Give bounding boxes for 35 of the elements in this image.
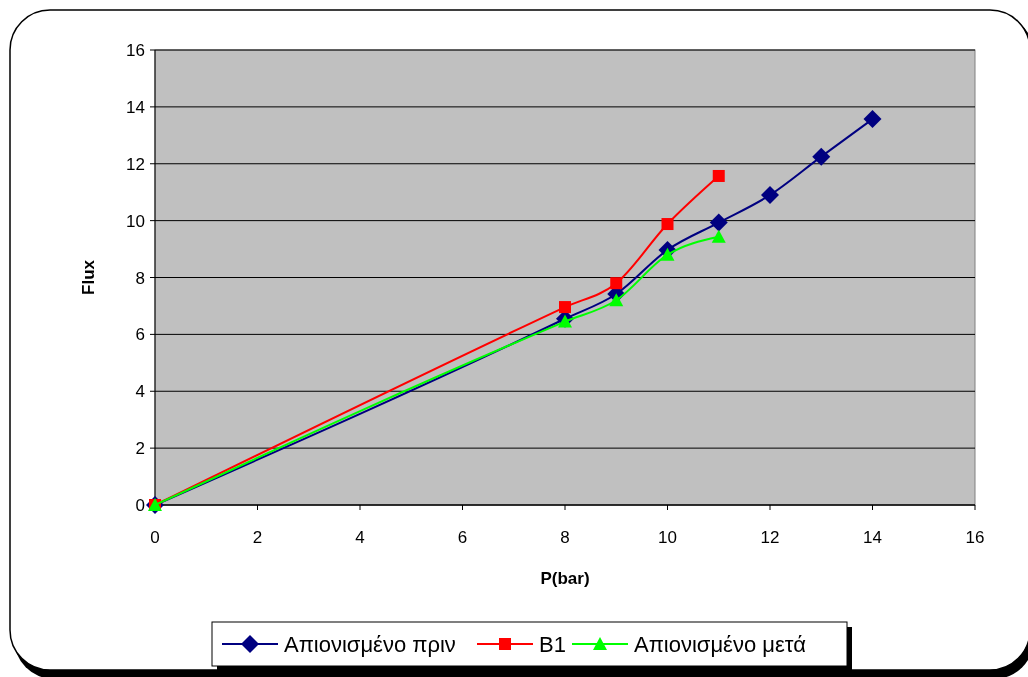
x-tick-label: 10 bbox=[658, 528, 677, 547]
x-tick-label: 4 bbox=[355, 528, 365, 547]
point bbox=[610, 277, 623, 290]
y-tick-label: 10 bbox=[126, 211, 145, 231]
x-axis-title: P(bar) bbox=[540, 569, 590, 588]
point bbox=[660, 247, 675, 261]
x-tick-label: 16 bbox=[965, 528, 985, 547]
point bbox=[812, 147, 831, 166]
y-tick-label: 6 bbox=[135, 325, 145, 345]
y-axis-title: Flux bbox=[79, 259, 98, 295]
point bbox=[709, 213, 728, 232]
point bbox=[661, 218, 674, 231]
y-tick-label: 14 bbox=[126, 97, 145, 117]
legend-label: Απιονισμένο μετά bbox=[634, 632, 807, 657]
point bbox=[712, 169, 725, 182]
point bbox=[558, 314, 572, 328]
y-tick-label: 16 bbox=[126, 41, 145, 60]
x-tick-label: 12 bbox=[760, 528, 780, 547]
x-tick-label: 6 bbox=[457, 528, 468, 547]
x-tick-label: 0 bbox=[150, 528, 160, 547]
y-tick-label: 0 bbox=[135, 496, 145, 515]
x-tick-label: 2 bbox=[252, 528, 263, 547]
legend-label: Απιονισμένο πριν bbox=[284, 632, 456, 657]
legend-label: B1 bbox=[539, 632, 566, 657]
x-tick-label: 8 bbox=[560, 528, 570, 547]
point bbox=[609, 293, 624, 307]
y-tick-label: 2 bbox=[135, 439, 145, 459]
point bbox=[863, 110, 882, 129]
y-tick-label: 12 bbox=[126, 154, 145, 174]
y-tick-label: 8 bbox=[135, 268, 145, 288]
y-tick-label: 4 bbox=[135, 382, 145, 402]
point bbox=[711, 229, 726, 243]
point bbox=[761, 186, 779, 205]
point bbox=[559, 301, 571, 314]
x-tick-label: 14 bbox=[863, 528, 882, 547]
